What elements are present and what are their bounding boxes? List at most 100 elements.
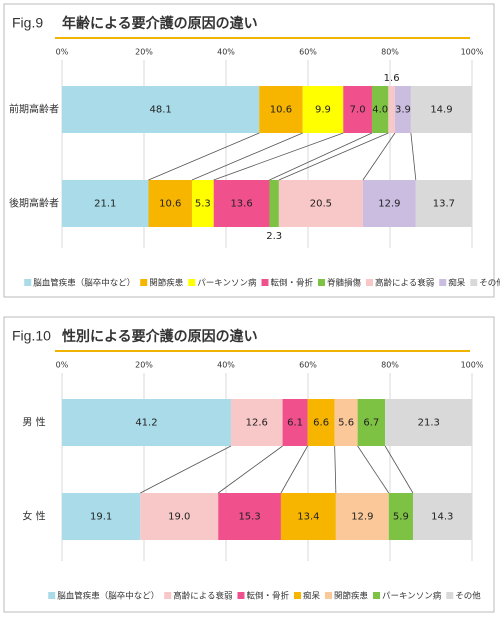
bar-segment [371, 86, 389, 133]
connector-line [217, 445, 283, 494]
x-tick-label: 40% [217, 48, 235, 57]
data-label: 21.3 [418, 418, 440, 429]
data-label: 6.6 [313, 418, 329, 429]
data-label: 14.3 [431, 512, 453, 523]
chart: Fig.10 性別による要介護の原因の違い 0% 20% 40% 60% 80% 100% 男 … [12, 328, 484, 602]
legend: 脳血管疾患（脳卒中など） 高齢による衰弱 転倒・骨折 痴呆 関節疾患 パーキンソン病 その他 [48, 591, 481, 602]
data-label: 19.1 [90, 512, 112, 523]
x-tick-label: 20% [135, 48, 153, 57]
bar-segment [269, 180, 279, 227]
connector-line [384, 445, 414, 494]
x-tick-label: 60% [299, 361, 317, 370]
bar-segment [62, 493, 141, 540]
bar-segment [213, 180, 270, 227]
legend-swatch [318, 279, 325, 286]
legend: 脳血管疾患（脳卒中など） 関節疾患 パーキンソン病 転倒・骨折 脊髄損傷 高齢による衰弱 痴… [24, 278, 500, 289]
bar-segment [335, 493, 389, 540]
x-tick-label: 80% [381, 361, 399, 370]
bar-segment [385, 399, 473, 446]
chart: Fig.9 年齢による要介護の原因の違い 0% 20% 40% 60% 80% 100% 前期高… [9, 15, 500, 289]
legend-swatch [373, 592, 381, 599]
legend-swatch [325, 592, 333, 599]
legend-label: 転倒・骨折 [246, 591, 289, 602]
legend-swatch [237, 592, 245, 599]
bar-segment [302, 86, 344, 133]
bar-segment [148, 180, 192, 227]
data-label: 7.0 [350, 105, 366, 116]
legend-swatch [366, 279, 374, 286]
bar-segment [357, 399, 386, 446]
bar-segment [412, 493, 472, 540]
data-label: 14.9 [430, 105, 452, 116]
bar-segment [62, 180, 149, 227]
data-label: 1.6 [384, 73, 400, 84]
bar-segment [140, 493, 219, 540]
data-label: 13.6 [230, 199, 252, 210]
bar-segment [388, 493, 413, 540]
legend-label: 関節疾患 [149, 278, 184, 289]
panel [3, 3, 495, 298]
data-label: 12.9 [351, 512, 373, 523]
legend-label: 関節疾患 [334, 591, 369, 602]
legend-label: パーキンソン病 [382, 591, 442, 602]
legend-swatch [446, 592, 454, 599]
data-label: 19.0 [168, 512, 190, 523]
legend-label: 脳血管疾患（脳卒中など） [33, 278, 135, 289]
bar-segment [62, 399, 231, 446]
x-tick-label: 0% [56, 48, 69, 57]
legend-swatch [24, 279, 32, 286]
data-label: 13.7 [433, 199, 455, 210]
data-label: 5.3 [195, 199, 211, 210]
bar-segment [334, 399, 358, 446]
bar-segment [343, 86, 372, 133]
legend-label: 転倒・骨折 [270, 278, 313, 289]
connector-line [278, 132, 389, 181]
legend-label: その他 [455, 591, 481, 602]
data-label: 6.1 [287, 418, 303, 429]
x-tick-label: 0% [56, 361, 69, 370]
legend-swatch [164, 592, 172, 599]
bar-segment [218, 493, 281, 540]
connector-line [357, 445, 390, 494]
data-label: 5.6 [338, 418, 354, 429]
connector-line [140, 445, 232, 494]
data-label: 15.3 [238, 512, 260, 523]
connector-line [410, 132, 417, 181]
data-label: 48.1 [149, 105, 171, 116]
legend-label: 高齢による衰弱 [173, 591, 232, 602]
bar-segment [230, 399, 283, 446]
bar-segment [362, 180, 416, 227]
connector-line [280, 445, 308, 494]
data-label: 3.9 [395, 105, 411, 116]
y-tick-label: 前期高齢者 [9, 103, 59, 116]
connector-line [191, 132, 303, 181]
data-label: 10.6 [270, 105, 292, 116]
legend-swatch [188, 279, 196, 286]
legend-label: パーキンソン病 [197, 278, 257, 289]
chart-title: 年齢による要介護の原因の違い [62, 15, 258, 32]
figure-label: Fig.10 [12, 328, 51, 344]
bar-segment [280, 493, 336, 540]
chart-title: 性別による要介護の原因の違い [62, 328, 258, 345]
data-label: 5.9 [393, 512, 409, 523]
legend-label: 高齢による衰弱 [375, 278, 434, 289]
legend-swatch [293, 592, 301, 599]
legend-swatch [140, 279, 148, 286]
data-label: 13.4 [297, 512, 319, 523]
x-tick-label: 80% [381, 48, 399, 57]
legend-swatch [48, 592, 56, 599]
connector-line [148, 132, 260, 181]
connector-line [213, 132, 344, 181]
data-label: 4.0 [372, 105, 388, 116]
legend-label: 痴呆 [448, 278, 466, 289]
bar-segment [307, 399, 335, 446]
data-label: 6.7 [363, 418, 379, 429]
bar-segment [394, 86, 411, 133]
x-tick-label: 20% [135, 361, 153, 370]
bar-segment [278, 180, 363, 227]
legend-label: 脳血管疾患（脳卒中など） [57, 591, 159, 602]
x-tick-label: 100% [461, 48, 484, 57]
data-label: 2.3 [266, 231, 282, 242]
data-label: 21.1 [94, 199, 116, 210]
